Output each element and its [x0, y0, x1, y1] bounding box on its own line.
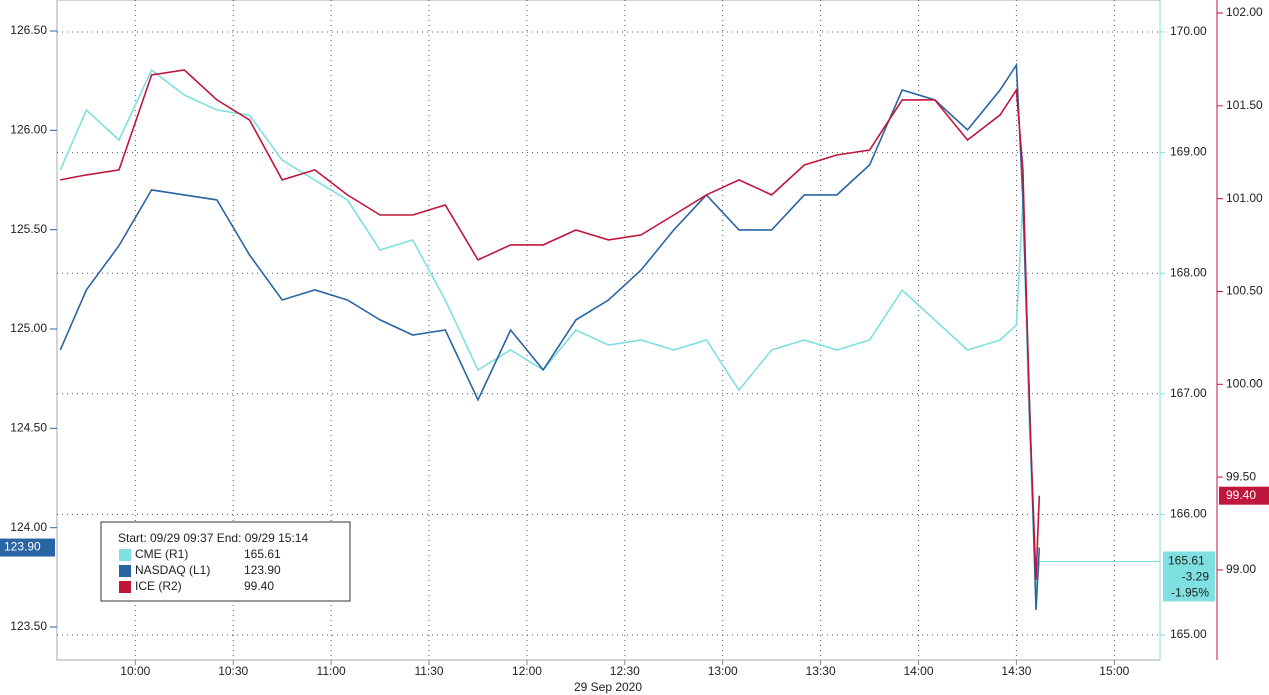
legend: Start: 09/29 09:37 End: 09/29 15:14 CME …: [100, 521, 351, 602]
value-tag-label: 99.40: [1226, 488, 1256, 502]
x-tick-label: 13:30: [806, 664, 836, 678]
y2-tick-label: 170.00: [1170, 24, 1207, 38]
value-tag: [1219, 486, 1269, 505]
legend-title: Start: 09/29 09:37 End: 09/29 15:14: [118, 531, 308, 545]
y-tick-label: 124.00: [10, 520, 47, 534]
y3-tick-label: 100.00: [1226, 376, 1263, 390]
legend-swatch: [119, 581, 131, 593]
legend-box: [100, 521, 351, 602]
x-tick-label: 13:00: [708, 664, 738, 678]
x-tick-label: 12:00: [512, 664, 542, 678]
y-tick-label: 123.50: [10, 619, 47, 633]
y2-tick-label: 166.00: [1170, 507, 1207, 521]
legend-swatch: [119, 549, 131, 561]
y3-tick-label: 99.00: [1226, 562, 1256, 576]
y2-tick-label: 169.00: [1170, 145, 1207, 159]
value-tag-change: -3.29: [1182, 570, 1210, 584]
y3-tick-label: 99.50: [1226, 469, 1256, 483]
legend-value: 165.61: [244, 547, 281, 561]
x-tick-label: 14:00: [903, 664, 933, 678]
y-tick-label: 125.50: [10, 222, 47, 236]
y3-tick-label: 102.00: [1226, 5, 1263, 19]
x-tick-label: 10:30: [218, 664, 248, 678]
legend-swatch: [119, 565, 131, 577]
series-line: [59, 68, 1041, 596]
x-tick-label: 14:30: [1001, 664, 1031, 678]
legend-label: ICE (R2): [135, 579, 182, 593]
y-tick-label: 124.50: [10, 421, 47, 435]
legend-label: NASDAQ (L1): [135, 563, 210, 577]
value-tag-change-pct: -1.95%: [1171, 586, 1209, 600]
y-tick-label: 126.50: [10, 23, 47, 37]
series-line: [59, 62, 1041, 610]
y3-tick-label: 100.50: [1226, 284, 1263, 298]
legend-value: 99.40: [244, 579, 274, 593]
value-tag-label: 123.90: [4, 540, 41, 554]
x-tick-label: 11:00: [317, 664, 346, 678]
value-tag: [0, 538, 55, 557]
y2-tick-label: 167.00: [1170, 386, 1207, 400]
value-tag-label: 165.61: [1168, 554, 1205, 568]
y-tick-label: 125.00: [10, 321, 47, 335]
y-tick-label: 126.00: [10, 123, 47, 137]
y2-tick-label: 165.00: [1170, 627, 1207, 641]
value-tag: [1163, 551, 1215, 602]
legend-value: 123.90: [244, 563, 281, 577]
y3-tick-label: 101.00: [1226, 191, 1263, 205]
legend-label: CME (R1): [135, 547, 188, 561]
x-axis-label: 29 Sep 2020: [574, 680, 642, 694]
x-tick-label: 15:00: [1099, 664, 1129, 678]
y2-tick-label: 168.00: [1170, 265, 1207, 279]
series-line: [60, 69, 1041, 580]
x-tick-label: 11:30: [414, 664, 443, 678]
x-tick-label: 12:30: [610, 664, 640, 678]
x-tick-label: 10:00: [120, 664, 150, 678]
y3-tick-label: 101.50: [1226, 98, 1263, 112]
